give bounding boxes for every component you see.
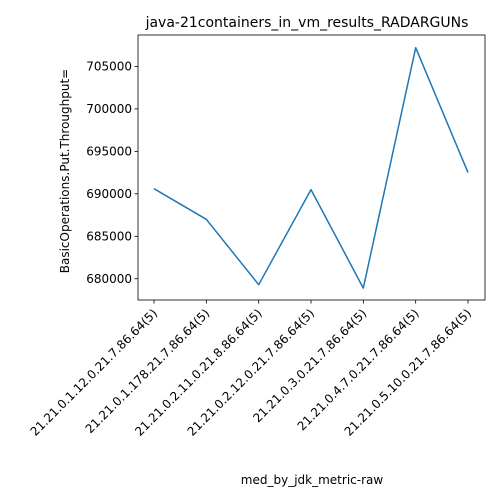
y-tick-label: 700000	[86, 102, 132, 116]
x-axis-label: med_by_jdk_metric-raw	[241, 473, 384, 487]
y-tick-label: 690000	[86, 187, 132, 201]
chart-title: java-21containers_in_vm_results_RADARGUN…	[145, 15, 469, 31]
y-tick-label: 695000	[86, 144, 132, 158]
plot-area	[137, 34, 486, 301]
y-axis: 680000 685000 690000 695000 700000 705000	[86, 59, 138, 286]
x-axis: 21.21.0.1.12.0.21.7.86.64(5)21.21.0.1.17…	[28, 300, 474, 439]
y-tick-label: 685000	[86, 229, 132, 243]
series-line	[153, 46, 469, 289]
y-axis-label: BasicOperations.Put.Throughput=	[58, 69, 72, 273]
y-tick-label: 705000	[86, 59, 132, 73]
y-tick-label: 680000	[86, 272, 132, 286]
plot-frame	[137, 34, 486, 301]
